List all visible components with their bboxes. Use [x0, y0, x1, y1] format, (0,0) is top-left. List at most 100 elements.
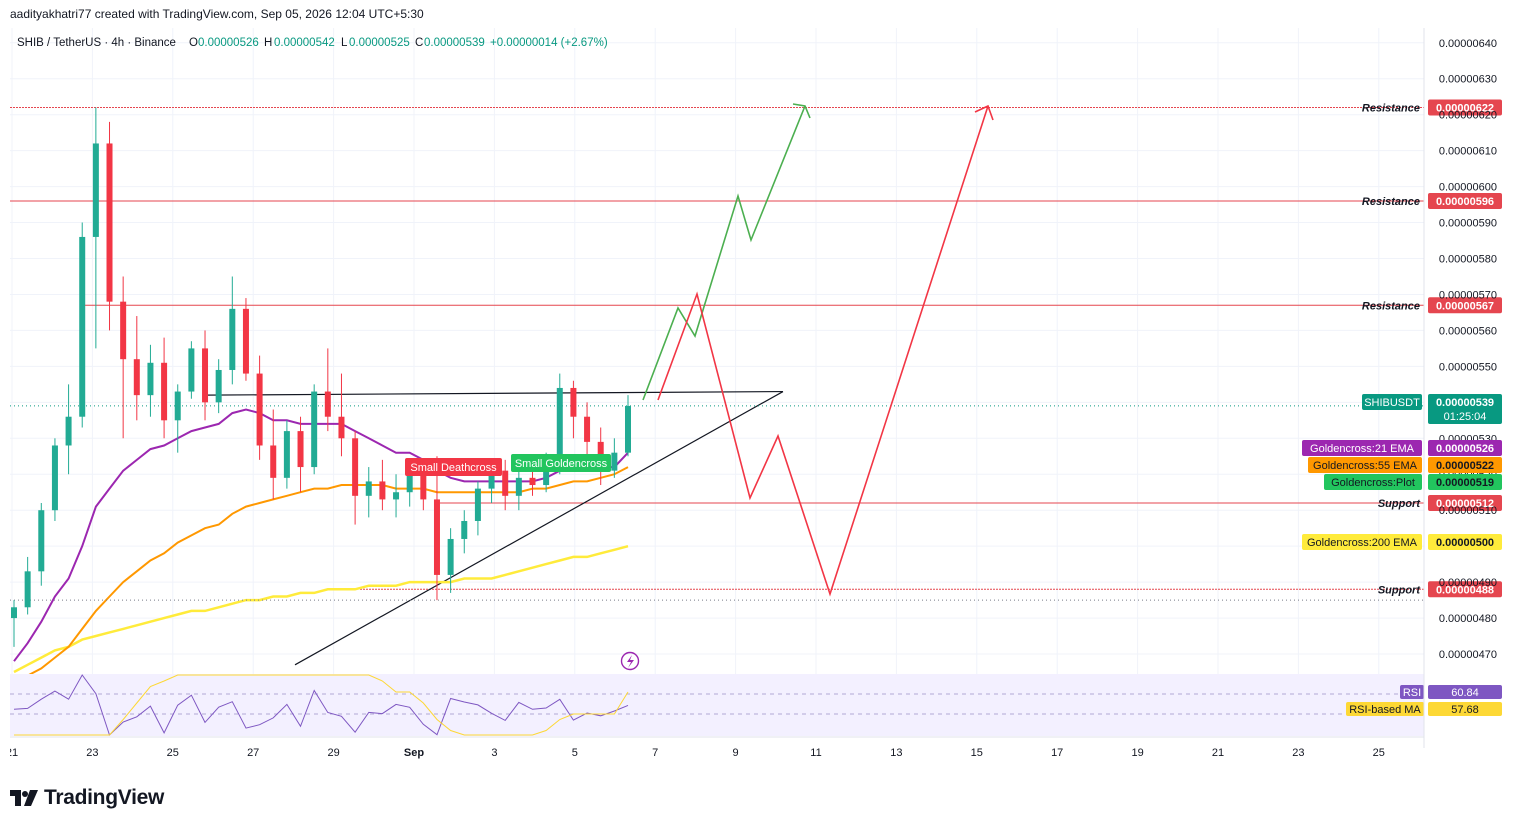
candle-body [379, 481, 386, 500]
lightning-icon[interactable] [620, 651, 640, 671]
indicator-name-tag [1308, 457, 1422, 473]
level-price-tag [1428, 297, 1502, 314]
author-credit: aadityakhatri77 created with TradingView… [10, 7, 424, 21]
price-projections [642, 103, 994, 597]
time-tick-label: 25 [167, 747, 179, 759]
change-value: +0.00000014 (+2.67%) [490, 37, 608, 49]
time-tick-label: 27 [247, 747, 259, 759]
candle-body [65, 416, 72, 446]
candle-body [24, 571, 31, 608]
high-label: H [264, 37, 272, 49]
candle-body [433, 499, 440, 575]
price-tick-label: 0.00000590 [1439, 218, 1497, 230]
candle-body [543, 459, 550, 486]
price-tick-label: 0.00000550 [1439, 361, 1497, 373]
price-tick-label: 0.00000490 [1439, 577, 1497, 589]
candle-body [420, 474, 427, 500]
level-price-label: 0.00000488 [1436, 584, 1494, 596]
green-arrow-head [792, 103, 811, 119]
level-label: Support [1378, 584, 1421, 596]
indicator-value-tag [1428, 534, 1502, 550]
candle-body [92, 143, 99, 237]
rsi-pane: RSI 60.84 RSI-based MA 57.68 [10, 674, 1502, 736]
time-tick-label: 7 [652, 747, 658, 759]
candle-body [502, 470, 509, 496]
time-tick-label: 11 [810, 747, 821, 759]
candle-body [488, 470, 495, 489]
candle-body [215, 369, 222, 403]
candle-body [406, 474, 413, 493]
candle-body [297, 431, 304, 468]
candle-body [242, 308, 249, 374]
candle-body [311, 391, 318, 468]
price-chart-svg[interactable]: Resistance 0.00000622 Resistance 0.00000596… [6, 28, 1505, 767]
candle-body [393, 492, 400, 500]
time-tick-label: 23 [86, 747, 98, 759]
price-axis: 0.00000640 0.00000630 0.00000620 0.00000610… [1302, 28, 1502, 748]
candle-body [474, 488, 481, 521]
deathcross-label: Small Deathcross [410, 462, 497, 474]
candle-body [365, 481, 372, 496]
indicator-value-label: 0.00000526 [1436, 443, 1494, 455]
rsi-ma-value-label: 57.68 [1451, 704, 1479, 716]
tradingview-mark-icon [10, 790, 38, 806]
indicator-value-tag [1428, 457, 1502, 473]
candle-body [38, 510, 45, 572]
level-label: Support [1378, 498, 1421, 510]
candle-body [352, 438, 359, 496]
level-price-tag [1428, 192, 1502, 209]
low-value: 0.00000525 [349, 37, 410, 49]
indicator-name-tag [1324, 474, 1422, 490]
deathcross-label-bg [405, 458, 502, 476]
tradingview-logo[interactable]: TradingView [10, 786, 164, 810]
indicator-value-tag [1428, 440, 1502, 456]
candle-body [133, 359, 140, 396]
price-tick-label: 0.00000620 [1439, 110, 1497, 122]
candle-body [625, 405, 631, 453]
indicator-name-tag [1302, 440, 1422, 456]
moving-averages [10, 405, 1424, 684]
rsi-ma-value-tag [1428, 702, 1502, 716]
time-tick-label: 29 [327, 747, 339, 759]
level-price-label: 0.00000512 [1436, 498, 1494, 510]
chart-area[interactable]: Resistance 0.00000622 Resistance 0.00000596… [6, 28, 1505, 767]
countdown-label: 01:25:04 [1444, 411, 1487, 423]
goldencross-label: Small Goldencross [515, 458, 608, 470]
high-value: 0.00000542 [274, 37, 335, 49]
level-price-label: 0.00000596 [1436, 196, 1494, 208]
indicator-value-label: 0.00000522 [1436, 460, 1494, 472]
candle-body [229, 308, 236, 370]
red-arrow-head [974, 104, 994, 121]
price-tick-label: 0.00000570 [1439, 289, 1497, 301]
close-value: 0.00000539 [424, 37, 485, 49]
time-tick-label: Sep [404, 747, 424, 759]
level-price-tag [1428, 495, 1502, 512]
price-tick-label: 0.00000640 [1439, 38, 1497, 50]
indicator-name-label: Goldencross:Plot [1331, 477, 1415, 489]
price-tick-label: 0.00000610 [1439, 146, 1497, 158]
rsi-ma-name-tag [1346, 702, 1424, 716]
horizontal-levels: Resistance 0.00000622 Resistance 0.00000596… [10, 99, 1502, 598]
indicator-value-label: 0.00000539 [1436, 397, 1494, 409]
time-tick-label: 23 [1292, 747, 1304, 759]
candle-body [556, 387, 563, 460]
indicator-name-tag [1362, 394, 1422, 410]
time-tick-label: 5 [572, 747, 578, 759]
grid [10, 28, 1424, 733]
candle-body [51, 445, 58, 511]
level-price-tag [1428, 581, 1502, 598]
candle-body [570, 387, 577, 417]
indicator-value-label: 0.00000500 [1436, 537, 1494, 549]
price-tick-label: 0.00000510 [1439, 505, 1497, 517]
candle-body [147, 362, 154, 396]
indicator-value-label: 0.00000519 [1436, 477, 1494, 489]
ema21-line [13, 408, 629, 662]
candle-body [174, 391, 181, 421]
candle-body [79, 236, 86, 417]
time-axis: 21 23 25 27 29 Sep 3 5 7 9 11 13 15 17 19 21 23 25 [6, 736, 1424, 759]
indicator-name-label: SHIBUSDT [1364, 397, 1420, 409]
candle-body [515, 477, 522, 496]
candle-body [161, 362, 168, 421]
price-tick-label: 0.00000580 [1439, 254, 1497, 266]
rsi-band [10, 674, 1424, 736]
